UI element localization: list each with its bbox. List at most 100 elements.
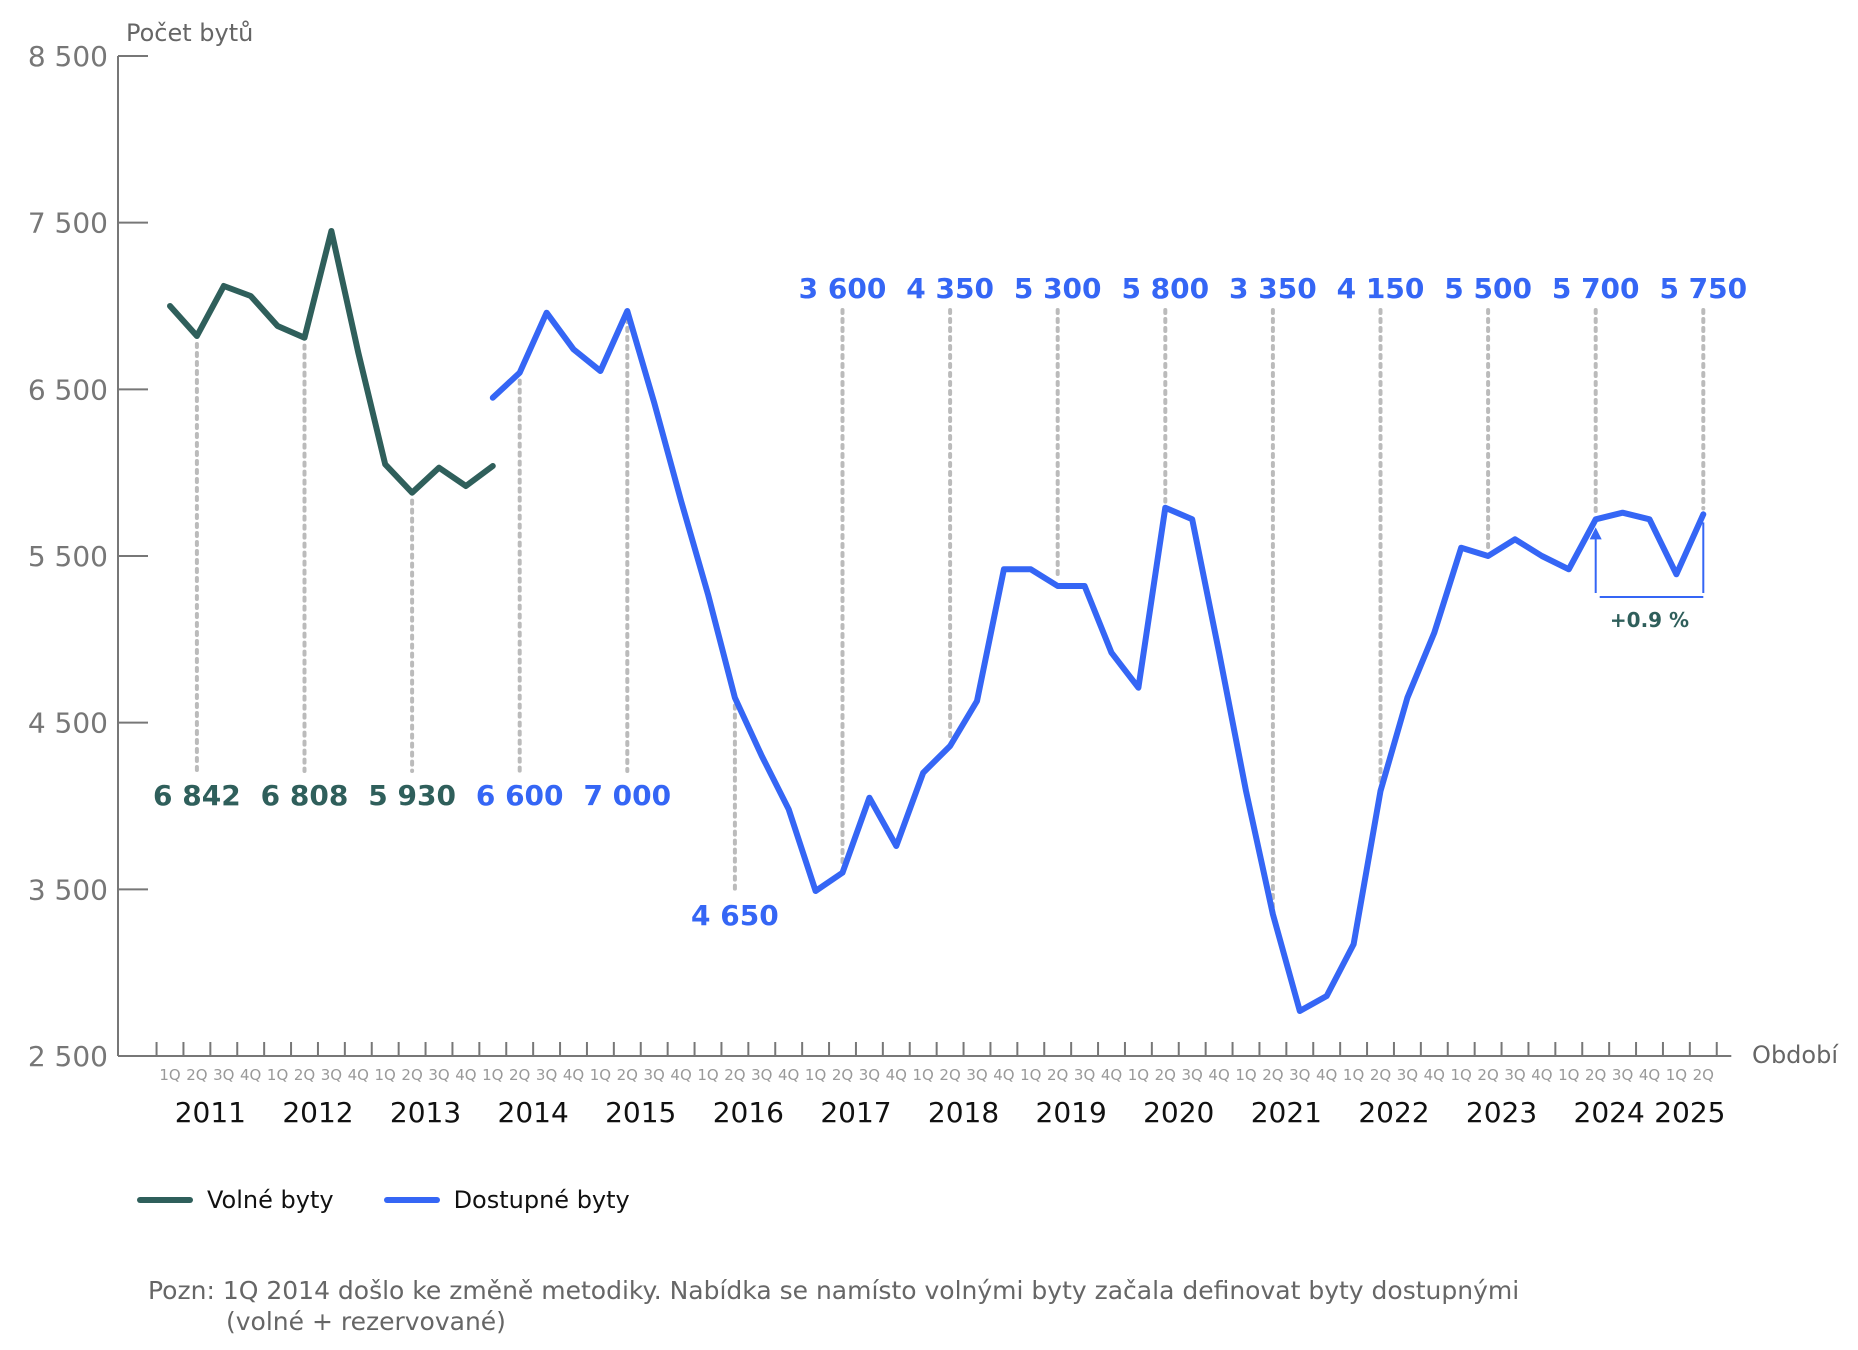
year-label: 2014: [498, 1096, 569, 1129]
series-lines: [167, 228, 1707, 1014]
quarter-label: 1Q: [482, 1066, 503, 1084]
year-label: 2021: [1251, 1096, 1322, 1129]
legend-item-volne: Volné byty: [137, 1186, 334, 1214]
data-label-bottom: 7 000: [583, 779, 671, 812]
quarter-label: 2Q: [1693, 1066, 1714, 1084]
year-label: 2020: [1143, 1096, 1214, 1129]
quarter-label: 4Q: [670, 1066, 691, 1084]
data-label-top: 5 500: [1444, 272, 1532, 305]
quarter-label: 2Q: [401, 1066, 422, 1084]
x-axis-title: Období: [1752, 1041, 1839, 1069]
year-label: 2018: [928, 1096, 999, 1129]
data-label-top: 4 150: [1337, 272, 1425, 305]
legend: Volné byty Dostupné byty: [137, 1186, 630, 1214]
y-tick-label: 6 500: [28, 373, 108, 406]
year-label: 2022: [1358, 1096, 1429, 1129]
quarter-label: 1Q: [1666, 1066, 1687, 1084]
data-label-bottom: 6 808: [261, 779, 349, 812]
quarter-label: 3Q: [428, 1066, 449, 1084]
quarter-label: 2Q: [617, 1066, 638, 1084]
y-tick-label: 3 500: [28, 873, 108, 906]
quarter-label: 3Q: [1397, 1066, 1418, 1084]
data-label-top: 5 800: [1121, 272, 1209, 305]
quarter-label: 1Q: [1128, 1066, 1149, 1084]
quarter-label: 4Q: [1531, 1066, 1552, 1084]
quarter-label: 1Q: [590, 1066, 611, 1084]
quarter-label: 1Q: [805, 1066, 826, 1084]
y-tick-label: 8 500: [28, 40, 108, 73]
quarter-label: 2Q: [1262, 1066, 1283, 1084]
legend-swatch-volne: [137, 1197, 193, 1203]
quarter-label: 3Q: [1504, 1066, 1525, 1084]
legend-label-dostupne: Dostupné byty: [453, 1186, 630, 1214]
quarter-label: 2Q: [1047, 1066, 1068, 1084]
quarter-label: 1Q: [1451, 1066, 1472, 1084]
quarter-label: 4Q: [993, 1066, 1014, 1084]
y-tick-label: 4 500: [28, 707, 108, 740]
legend-label-volne: Volné byty: [207, 1186, 334, 1214]
quarter-label: 4Q: [455, 1066, 476, 1084]
year-label: 2012: [282, 1096, 353, 1129]
quarter-label: 3Q: [644, 1066, 665, 1084]
y-axis-title: Počet bytů: [126, 19, 253, 47]
quarter-label: 3Q: [1289, 1066, 1310, 1084]
quarter-label: 3Q: [859, 1066, 880, 1084]
quarter-label: 1Q: [267, 1066, 288, 1084]
quarter-label: 4Q: [240, 1066, 261, 1084]
note-line-2: (volné + rezervované): [226, 1307, 506, 1336]
quarter-label: 4Q: [1316, 1066, 1337, 1084]
quarter-label: 4Q: [886, 1066, 907, 1084]
series-line-dostupne: [489, 308, 1707, 1014]
quarter-label: 3Q: [536, 1066, 557, 1084]
quarter-label: 4Q: [1424, 1066, 1445, 1084]
change-arrow-head: [1589, 527, 1602, 540]
quarter-label: 2Q: [724, 1066, 745, 1084]
quarter-label: 4Q: [563, 1066, 584, 1084]
quarter-label: 3Q: [751, 1066, 772, 1084]
data-labels: 6 842 6 808 5 930 6 600 7 000 4 650 3 600 4 350…: [153, 272, 1747, 932]
data-label-top: 3 600: [799, 272, 887, 305]
quarter-label: 2Q: [186, 1066, 207, 1084]
quarter-label: 2Q: [1477, 1066, 1498, 1084]
quarter-label: 2Q: [1155, 1066, 1176, 1084]
quarter-label: 2Q: [939, 1066, 960, 1084]
data-label-bottom: 5 930: [368, 779, 456, 812]
year-label: 2019: [1036, 1096, 1107, 1129]
series-line-volne: [167, 228, 496, 496]
quarter-label: 1Q: [159, 1066, 180, 1084]
quarter-label: 4Q: [1101, 1066, 1122, 1084]
quarter-label: 1Q: [913, 1066, 934, 1084]
quarter-label: 2Q: [832, 1066, 853, 1084]
data-label-top: 5 700: [1552, 272, 1640, 305]
quarter-label: 4Q: [348, 1066, 369, 1084]
methodology-note: Pozn: 1Q 2014 došlo ke změně metodiky. N…: [148, 1275, 1519, 1337]
year-label: 2024: [1574, 1096, 1645, 1129]
year-label: 2025: [1654, 1096, 1725, 1129]
quarter-label: 2Q: [294, 1066, 315, 1084]
quarter-label: 1Q: [697, 1066, 718, 1084]
year-label: 2011: [175, 1096, 246, 1129]
y-tick-label: 7 500: [28, 207, 108, 240]
data-label-bottom: 6 842: [153, 779, 241, 812]
quarter-label: 2Q: [509, 1066, 530, 1084]
quarter-label: 1Q: [375, 1066, 396, 1084]
legend-swatch-dostupne: [383, 1197, 440, 1203]
y-tick-label: 2 500: [28, 1040, 108, 1073]
quarter-label: 1Q: [1020, 1066, 1041, 1084]
quarter-label: 3Q: [213, 1066, 234, 1084]
note-line-1: Pozn: 1Q 2014 došlo ke změně metodiky. N…: [148, 1276, 1520, 1305]
year-label: 2017: [820, 1096, 891, 1129]
quarter-label: 3Q: [1182, 1066, 1203, 1084]
data-label-top: 5 300: [1014, 272, 1102, 305]
year-label: 2023: [1466, 1096, 1537, 1129]
axes: 2 500 3 500 4 500 5 500 6 500 7 500 8 500 Počet…: [28, 19, 1839, 1129]
quarter-label: 4Q: [1208, 1066, 1229, 1084]
year-label: 2016: [713, 1096, 784, 1129]
year-label: 2015: [605, 1096, 676, 1129]
quarter-label: 2Q: [1585, 1066, 1606, 1084]
change-label: +0.9 %: [1610, 608, 1689, 632]
y-tick-label: 5 500: [28, 540, 108, 573]
data-label-top: 3 350: [1229, 272, 1317, 305]
quarter-label: 1Q: [1235, 1066, 1256, 1084]
